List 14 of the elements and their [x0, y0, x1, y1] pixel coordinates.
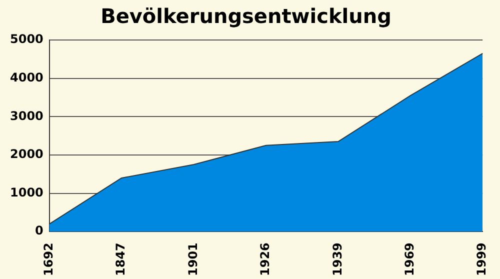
- x-tick-label: 1999: [474, 242, 489, 276]
- x-tick-label: 1926: [258, 242, 272, 276]
- chart-title: Bevölkerungsentwicklung: [100, 4, 392, 28]
- x-tick-label: 1847: [114, 242, 128, 276]
- x-tick-label: 1969: [402, 242, 417, 276]
- y-tick-label: 4000: [10, 70, 44, 84]
- y-tick-label: 0: [35, 224, 44, 238]
- y-tick-label: 1000: [10, 185, 44, 200]
- x-tick-label: 1939: [330, 242, 344, 276]
- x-tick-label: 1901: [186, 242, 200, 276]
- y-tick-label: 2000: [10, 147, 44, 162]
- y-tick-label: 3000: [10, 108, 44, 123]
- x-tick-label: 1692: [42, 242, 56, 276]
- y-tick-label: 5000: [10, 32, 44, 46]
